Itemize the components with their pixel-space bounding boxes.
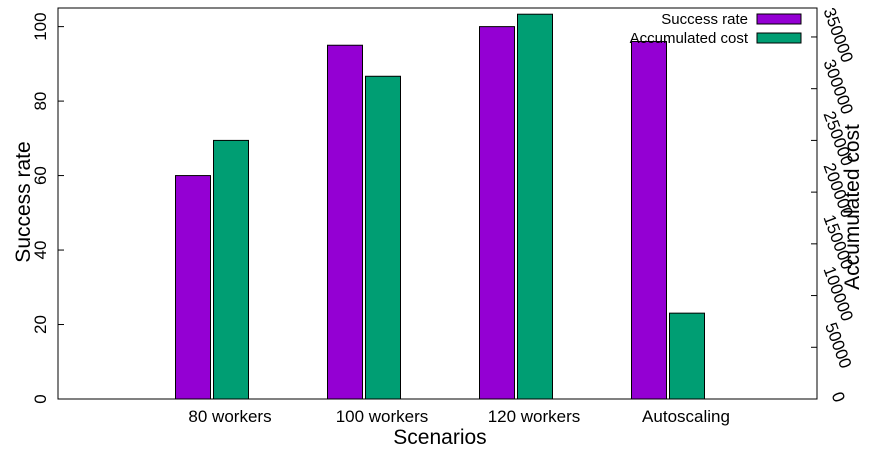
legend-label: Accumulated cost [630,30,749,47]
bars [175,13,705,400]
x-tick-label: 80 workers [188,407,271,426]
y-axis-title: Success rate [12,141,35,262]
y2-tick-label: 0 [828,389,849,404]
legend: Success rate Accumulated cost [630,11,802,47]
bar-success-rate-2 [479,26,515,400]
y-tick-label: 20 [31,315,50,334]
y2-tick-label: 350000 [820,5,857,65]
legend-label: Success rate [661,11,748,28]
y-tick-label: 40 [31,241,50,260]
x-tick-label: 120 workers [488,407,581,426]
bar-accumulated-cost-0 [213,139,249,400]
y2-axis-title: Accumulated cost [841,124,864,290]
legend-swatch [756,32,802,44]
y-tick-label: 0 [31,394,50,403]
x-axis-title: Scenarios [393,426,486,449]
bar-accumulated-cost-1 [365,75,401,400]
bar-success-rate-1 [327,44,363,400]
y2-tick-label: 300000 [820,57,857,117]
y2-tick-label: 50000 [821,320,855,371]
bar-accumulated-cost-3 [669,312,705,400]
legend-swatch [756,13,802,25]
plot-frame [57,7,818,400]
y-tick-label: 100 [31,12,50,40]
bar-accumulated-cost-2 [517,13,553,400]
axes: 0204060801000500001000001500002000002500… [31,5,857,426]
bar-success-rate-3 [631,41,667,400]
x-tick-label: Autoscaling [642,407,730,426]
bar-success-rate-0 [175,175,211,400]
x-tick-label: 100 workers [336,407,429,426]
y-tick-label: 60 [31,166,50,185]
y-tick-label: 80 [31,92,50,111]
